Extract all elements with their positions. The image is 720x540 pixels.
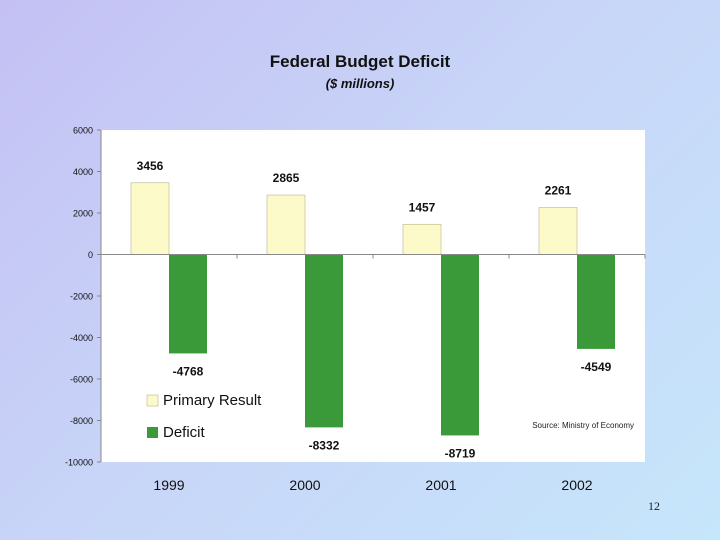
y-tick-label: -10000 (65, 458, 93, 468)
data-label-deficit: -4549 (581, 360, 612, 374)
data-label-primary-result: 1457 (409, 200, 436, 214)
y-tick-label: 0 (88, 250, 93, 260)
data-label-deficit: -8719 (445, 446, 476, 460)
bar-primary-result (538, 207, 578, 255)
legend-label-primary-result: Primary Result (163, 392, 262, 409)
legend-label-deficit: Deficit (163, 424, 206, 441)
data-label-primary-result: 2261 (545, 184, 572, 198)
bar-deficit (305, 254, 343, 428)
bar-primary-result (130, 182, 170, 255)
x-tick-label: 2002 (561, 477, 592, 493)
data-label-primary-result: 2865 (273, 171, 300, 185)
bar-deficit (169, 254, 207, 354)
y-tick-label: 4000 (73, 167, 93, 177)
x-tick-label: 2001 (425, 477, 456, 493)
x-tick-label: 1999 (153, 477, 184, 493)
page-number: 12 (648, 499, 660, 513)
chart-subtitle: ($ millions) (325, 76, 395, 91)
bar-primary-result (402, 223, 442, 255)
y-tick-label: 2000 (73, 209, 93, 219)
y-tick-label: -8000 (70, 416, 93, 426)
bar-deficit (441, 254, 479, 436)
y-tick-label: -4000 (70, 333, 93, 343)
y-tick-label: -2000 (70, 292, 93, 302)
y-tick-label: -6000 (70, 375, 93, 385)
bar-deficit (577, 254, 615, 349)
x-tick-label: 2000 (289, 477, 320, 493)
data-label-primary-result: 3456 (137, 159, 164, 173)
data-label-deficit: -8332 (309, 438, 340, 452)
bar-primary-result (266, 194, 306, 255)
data-label-deficit: -4768 (173, 364, 204, 378)
chart-title: Federal Budget Deficit (269, 52, 451, 71)
legend-swatch-deficit (147, 427, 158, 438)
source-annotation: Source: Ministry of Economy (532, 421, 634, 430)
legend-swatch-primary-result (146, 394, 159, 407)
y-tick-label: 6000 (73, 126, 93, 136)
